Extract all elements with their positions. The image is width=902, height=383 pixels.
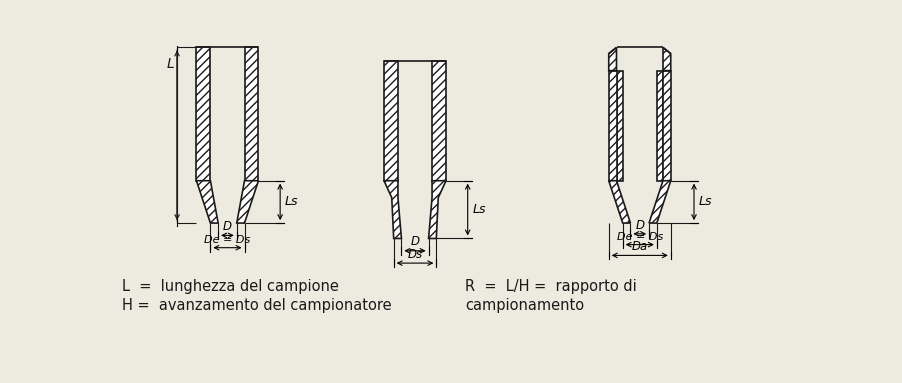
- Polygon shape: [236, 181, 259, 223]
- Polygon shape: [609, 181, 630, 223]
- Text: L: L: [167, 57, 175, 71]
- Polygon shape: [609, 47, 616, 70]
- Text: De = Ds: De = Ds: [205, 236, 251, 246]
- Text: D: D: [635, 219, 644, 232]
- Polygon shape: [197, 47, 210, 181]
- Polygon shape: [428, 181, 446, 239]
- Polygon shape: [657, 70, 663, 181]
- Text: D: D: [410, 236, 419, 249]
- Text: De = Ds: De = Ds: [617, 232, 663, 242]
- Text: H =  avanzamento del campionatore: H = avanzamento del campionatore: [122, 298, 391, 313]
- Text: Da: Da: [631, 240, 648, 253]
- Polygon shape: [197, 181, 218, 223]
- Polygon shape: [244, 47, 259, 181]
- Text: Ls: Ls: [285, 195, 299, 208]
- Text: Ls: Ls: [473, 203, 486, 216]
- Polygon shape: [649, 181, 671, 223]
- Polygon shape: [663, 70, 671, 181]
- Polygon shape: [432, 61, 446, 181]
- Polygon shape: [609, 70, 616, 181]
- Text: campionamento: campionamento: [465, 298, 584, 313]
- Polygon shape: [663, 47, 671, 70]
- Text: Ls: Ls: [699, 195, 713, 208]
- Text: L  =  lunghezza del campione: L = lunghezza del campione: [122, 278, 339, 293]
- Polygon shape: [384, 61, 398, 181]
- Polygon shape: [384, 181, 401, 239]
- Polygon shape: [616, 70, 622, 181]
- Text: D: D: [223, 220, 232, 233]
- Text: R  =  L/H =  rapporto di: R = L/H = rapporto di: [465, 278, 637, 293]
- Text: Ds: Ds: [408, 248, 422, 261]
